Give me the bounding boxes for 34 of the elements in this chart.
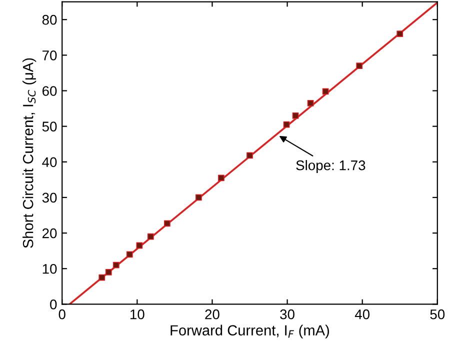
x-tick-label: 20	[205, 309, 220, 320]
x-tick-label: 30	[280, 309, 294, 320]
annotation: Slope: 1.73	[296, 160, 366, 173]
x-tick-label: 50	[430, 309, 445, 320]
y-tick-label: 80	[42, 14, 57, 25]
x-axis-title: Forward Current, I$_{F}$ (mA)	[170, 324, 330, 338]
y-tick-label: 50	[42, 122, 57, 132]
point	[246, 152, 253, 159]
y-tick-label: 20	[42, 228, 57, 238]
point	[147, 233, 154, 240]
y-tick-label: 60	[42, 86, 57, 96]
point	[164, 220, 170, 227]
point	[322, 88, 329, 95]
point	[98, 274, 106, 281]
point	[396, 30, 404, 38]
point	[283, 121, 290, 128]
point	[126, 251, 133, 258]
point	[105, 268, 112, 276]
y-tick-label: 70	[42, 50, 57, 60]
point	[136, 242, 143, 249]
x-tick-label: 0	[58, 309, 66, 320]
y-tick-label: 30	[42, 192, 57, 203]
point	[112, 262, 120, 268]
x-tick-label: 40	[354, 309, 370, 320]
y-axis-title: Short Circuit Current, I$_{SC}$ (μA)	[22, 58, 36, 248]
point	[218, 174, 224, 182]
point	[356, 62, 363, 70]
point	[292, 112, 299, 119]
point	[196, 194, 202, 201]
y-tick-label: 10	[42, 264, 57, 274]
y-tick-label: 0	[50, 300, 57, 310]
x-tick-label: 10	[130, 309, 144, 320]
y-tick-label: 40	[42, 157, 57, 168]
point	[307, 100, 314, 106]
